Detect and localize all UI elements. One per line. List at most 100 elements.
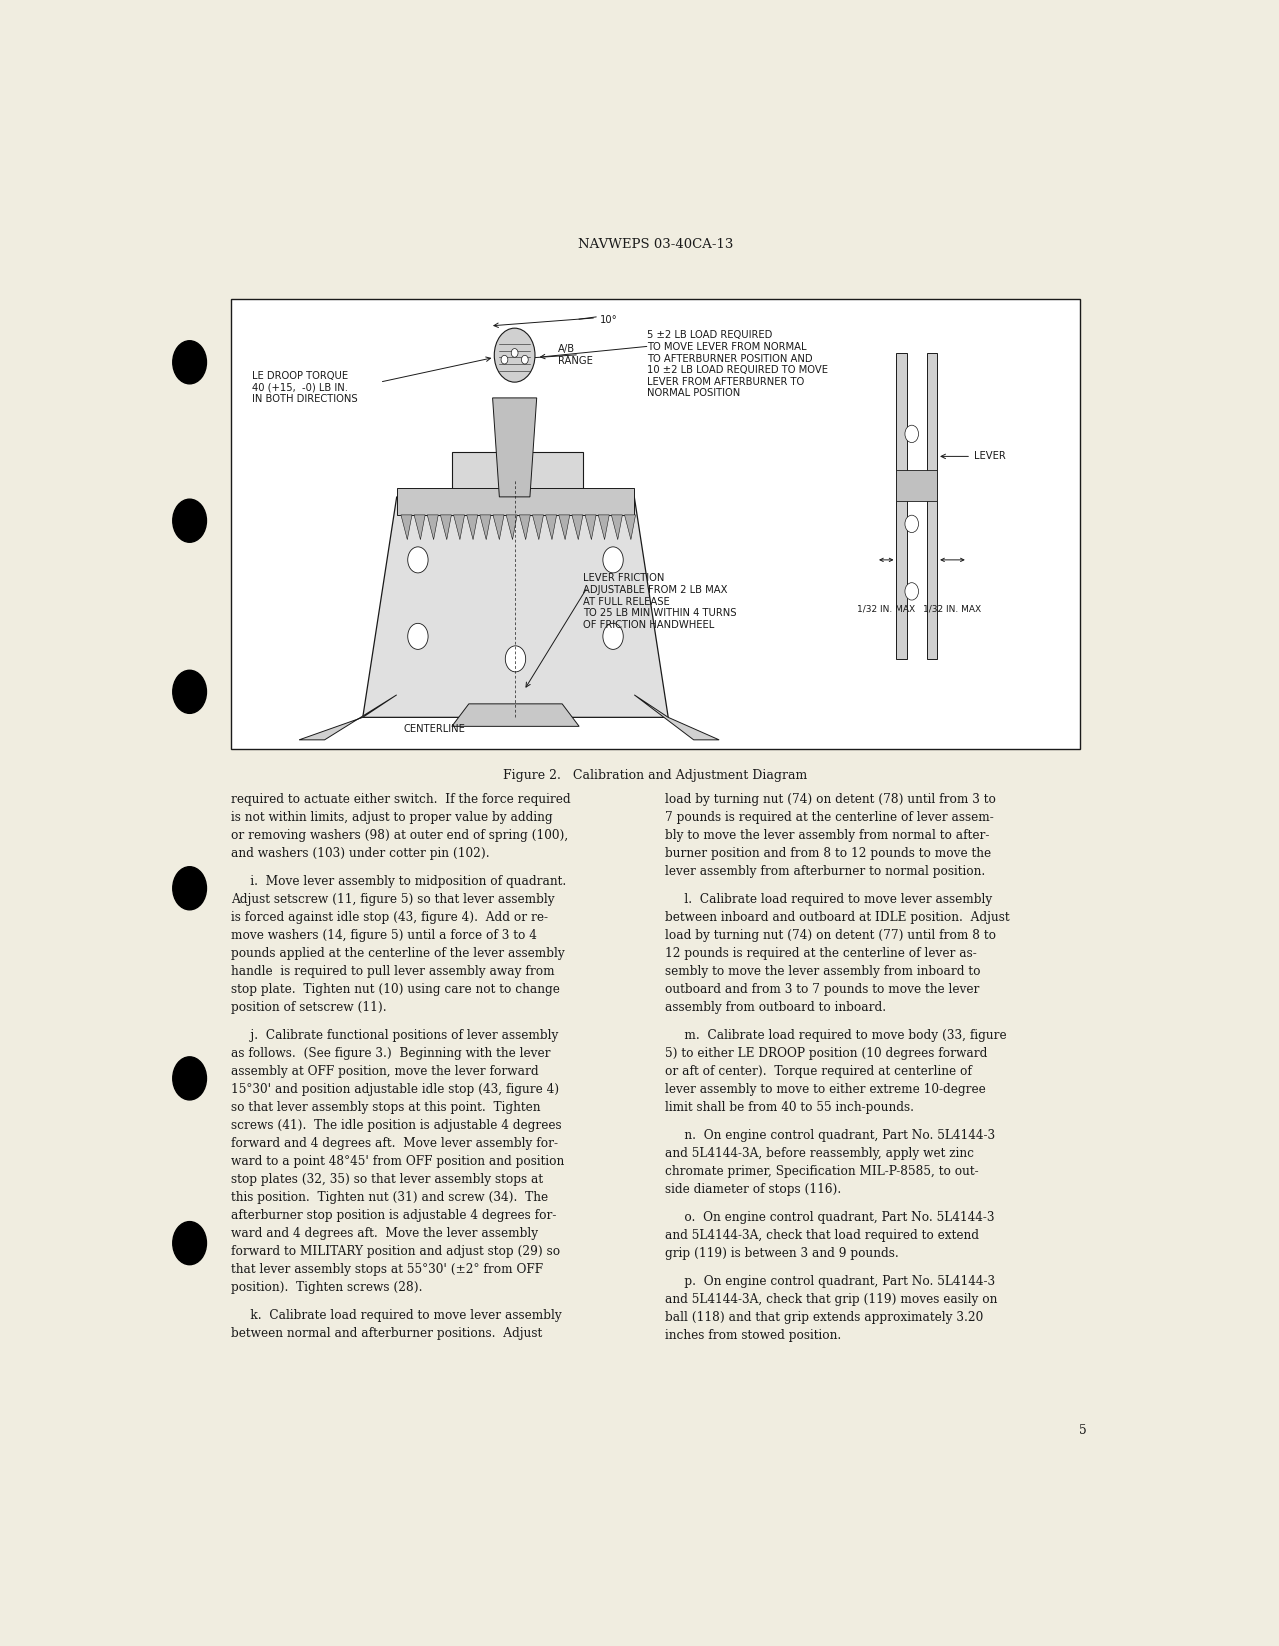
Text: assembly at OFF position, move the lever forward: assembly at OFF position, move the lever…	[231, 1065, 538, 1078]
Text: stop plates (32, 35) so that lever assembly stops at: stop plates (32, 35) so that lever assem…	[231, 1174, 544, 1187]
Text: Adjust setscrew (11, figure 5) so that lever assembly: Adjust setscrew (11, figure 5) so that l…	[231, 894, 555, 905]
Polygon shape	[572, 515, 583, 540]
Circle shape	[173, 867, 206, 910]
Text: n.  On engine control quadrant, Part No. 5L4144-3: n. On engine control quadrant, Part No. …	[665, 1129, 995, 1142]
Text: 5: 5	[1079, 1424, 1087, 1437]
Circle shape	[906, 515, 918, 533]
Text: ball (118) and that grip extends approximately 3.20: ball (118) and that grip extends approxi…	[665, 1310, 984, 1323]
Circle shape	[408, 546, 428, 573]
Polygon shape	[440, 515, 451, 540]
Text: ward and 4 degrees aft.  Move the lever assembly: ward and 4 degrees aft. Move the lever a…	[231, 1226, 538, 1239]
Text: limit shall be from 40 to 55 inch-pounds.: limit shall be from 40 to 55 inch-pounds…	[665, 1101, 914, 1114]
Polygon shape	[559, 515, 569, 540]
Text: outboard and from 3 to 7 pounds to move the lever: outboard and from 3 to 7 pounds to move …	[665, 983, 980, 996]
Polygon shape	[897, 469, 938, 502]
Text: o.  On engine control quadrant, Part No. 5L4144-3: o. On engine control quadrant, Part No. …	[665, 1211, 995, 1223]
Text: k.  Calibrate load required to move lever assembly: k. Calibrate load required to move lever…	[231, 1309, 561, 1322]
Text: forward and 4 degrees aft.  Move lever assembly for-: forward and 4 degrees aft. Move lever as…	[231, 1137, 558, 1151]
Polygon shape	[532, 515, 544, 540]
Circle shape	[173, 1057, 206, 1100]
Text: this position.  Tighten nut (31) and screw (34).  The: this position. Tighten nut (31) and scre…	[231, 1192, 549, 1203]
Polygon shape	[299, 695, 396, 739]
Text: Figure 2.   Calibration and Adjustment Diagram: Figure 2. Calibration and Adjustment Dia…	[504, 769, 807, 782]
Text: 12 pounds is required at the centerline of lever as-: 12 pounds is required at the centerline …	[665, 946, 977, 960]
Polygon shape	[599, 515, 609, 540]
Text: grip (119) is between 3 and 9 pounds.: grip (119) is between 3 and 9 pounds.	[665, 1246, 899, 1259]
Circle shape	[522, 356, 528, 364]
Polygon shape	[546, 515, 556, 540]
Circle shape	[602, 624, 623, 650]
Text: chromate primer, Specification MIL-P-8585, to out-: chromate primer, Specification MIL-P-858…	[665, 1165, 978, 1179]
Text: 1/32 IN. MAX: 1/32 IN. MAX	[857, 604, 916, 614]
Polygon shape	[611, 515, 623, 540]
Text: screws (41).  The idle position is adjustable 4 degrees: screws (41). The idle position is adjust…	[231, 1119, 561, 1132]
Text: LEVER FRICTION
ADJUSTABLE FROM 2 LB MAX
AT FULL RELEASE
TO 25 LB MIN WITHIN 4 TU: LEVER FRICTION ADJUSTABLE FROM 2 LB MAX …	[583, 573, 737, 630]
Polygon shape	[363, 497, 668, 718]
Text: bly to move the lever assembly from normal to after-: bly to move the lever assembly from norm…	[665, 830, 990, 843]
Text: is not within limits, adjust to proper value by adding: is not within limits, adjust to proper v…	[231, 811, 553, 825]
Polygon shape	[897, 352, 907, 658]
Text: 5) to either LE DROOP position (10 degrees forward: 5) to either LE DROOP position (10 degre…	[665, 1047, 987, 1060]
Text: 10°: 10°	[600, 314, 618, 324]
Text: and 5L4144-3A, check that grip (119) moves easily on: and 5L4144-3A, check that grip (119) mov…	[665, 1292, 998, 1305]
Text: position).  Tighten screws (28).: position). Tighten screws (28).	[231, 1281, 423, 1294]
Text: that lever assembly stops at 55°30' (±2° from OFF: that lever assembly stops at 55°30' (±2°…	[231, 1262, 544, 1276]
Text: CENTERLINE: CENTERLINE	[404, 724, 466, 734]
Text: between normal and afterburner positions.  Adjust: between normal and afterburner positions…	[231, 1327, 542, 1340]
Text: load by turning nut (74) on detent (77) until from 8 to: load by turning nut (74) on detent (77) …	[665, 928, 996, 942]
Polygon shape	[467, 515, 478, 540]
Text: and 5L4144-3A, check that load required to extend: and 5L4144-3A, check that load required …	[665, 1230, 980, 1241]
Circle shape	[512, 349, 518, 357]
Text: m.  Calibrate load required to move body (33, figure: m. Calibrate load required to move body …	[665, 1029, 1007, 1042]
Circle shape	[173, 341, 206, 384]
Circle shape	[173, 1221, 206, 1264]
Polygon shape	[451, 453, 583, 497]
Text: or aft of center).  Torque required at centerline of: or aft of center). Torque required at ce…	[665, 1065, 972, 1078]
Text: load by turning nut (74) on detent (78) until from 3 to: load by turning nut (74) on detent (78) …	[665, 793, 996, 807]
Text: as follows.  (See figure 3.)  Beginning with the lever: as follows. (See figure 3.) Beginning wi…	[231, 1047, 551, 1060]
Text: A/B
RANGE: A/B RANGE	[558, 344, 592, 365]
Text: inches from stowed position.: inches from stowed position.	[665, 1328, 842, 1341]
Text: is forced against idle stop (43, figure 4).  Add or re-: is forced against idle stop (43, figure …	[231, 912, 549, 923]
Circle shape	[501, 356, 508, 364]
Polygon shape	[451, 704, 579, 726]
Text: or removing washers (98) at outer end of spring (100),: or removing washers (98) at outer end of…	[231, 830, 568, 843]
Circle shape	[173, 670, 206, 713]
Polygon shape	[492, 515, 504, 540]
Polygon shape	[624, 515, 636, 540]
Text: ward to a point 48°45' from OFF position and position: ward to a point 48°45' from OFF position…	[231, 1155, 564, 1169]
Text: forward to MILITARY position and adjust stop (29) so: forward to MILITARY position and adjust …	[231, 1244, 560, 1258]
Text: LEVER: LEVER	[973, 451, 1005, 461]
Text: move washers (14, figure 5) until a force of 3 to 4: move washers (14, figure 5) until a forc…	[231, 928, 537, 942]
Circle shape	[408, 624, 428, 650]
Bar	[231, 300, 1079, 749]
Polygon shape	[519, 515, 531, 540]
Circle shape	[505, 645, 526, 672]
Text: handle  is required to pull lever assembly away from: handle is required to pull lever assembl…	[231, 965, 555, 978]
Polygon shape	[927, 352, 938, 658]
Text: lever assembly from afterburner to normal position.: lever assembly from afterburner to norma…	[665, 866, 986, 879]
Text: assembly from outboard to inboard.: assembly from outboard to inboard.	[665, 1001, 886, 1014]
Text: sembly to move the lever assembly from inboard to: sembly to move the lever assembly from i…	[665, 965, 981, 978]
Polygon shape	[454, 515, 464, 540]
Text: side diameter of stops (116).: side diameter of stops (116).	[665, 1183, 842, 1197]
Text: afterburner stop position is adjustable 4 degrees for-: afterburner stop position is adjustable …	[231, 1208, 556, 1221]
Text: l.  Calibrate load required to move lever assembly: l. Calibrate load required to move lever…	[665, 894, 993, 905]
Text: stop plate.  Tighten nut (10) using care not to change: stop plate. Tighten nut (10) using care …	[231, 983, 560, 996]
Text: pounds applied at the centerline of the lever assembly: pounds applied at the centerline of the …	[231, 946, 565, 960]
Polygon shape	[396, 487, 634, 515]
Text: and 5L4144-3A, before reassembly, apply wet zinc: and 5L4144-3A, before reassembly, apply …	[665, 1147, 975, 1160]
Polygon shape	[414, 515, 425, 540]
Text: i.  Move lever assembly to midposition of quadrant.: i. Move lever assembly to midposition of…	[231, 876, 567, 889]
Polygon shape	[480, 515, 491, 540]
Text: between inboard and outboard at IDLE position.  Adjust: between inboard and outboard at IDLE pos…	[665, 912, 1010, 923]
Text: NAVWEPS 03-40CA-13: NAVWEPS 03-40CA-13	[578, 239, 733, 252]
Text: p.  On engine control quadrant, Part No. 5L4144-3: p. On engine control quadrant, Part No. …	[665, 1274, 995, 1287]
Text: and washers (103) under cotter pin (102).: and washers (103) under cotter pin (102)…	[231, 848, 490, 861]
Text: so that lever assembly stops at this point.  Tighten: so that lever assembly stops at this poi…	[231, 1101, 541, 1114]
Text: 1/32 IN. MAX: 1/32 IN. MAX	[923, 604, 981, 614]
Circle shape	[906, 425, 918, 443]
Polygon shape	[634, 695, 719, 739]
Text: lever assembly to move to either extreme 10-degree: lever assembly to move to either extreme…	[665, 1083, 986, 1096]
Text: 15°30' and position adjustable idle stop (43, figure 4): 15°30' and position adjustable idle stop…	[231, 1083, 559, 1096]
